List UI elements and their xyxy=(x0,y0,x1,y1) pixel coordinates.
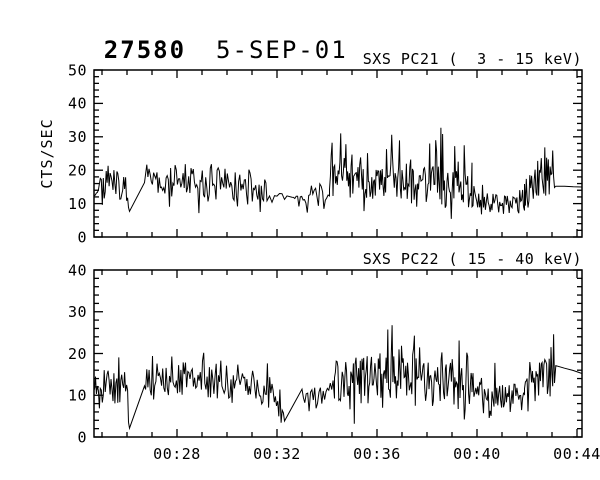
y-axis-label: CTS/SEC xyxy=(38,118,56,188)
y-tick-label: 0 xyxy=(77,228,87,246)
x-axis-ticks xyxy=(101,70,578,237)
panel-0: 0 10 20 30 40 50 xyxy=(68,61,583,246)
y-axis-ticks: 0 10 20 30 40 50 xyxy=(68,61,582,246)
plot-frame xyxy=(93,269,583,438)
x-tick-label: 00:36 xyxy=(353,445,401,463)
y-tick-label: 40 xyxy=(68,261,87,279)
lightcurve-trace xyxy=(94,325,583,431)
x-tick-label: 00:44 xyxy=(553,445,600,463)
y-tick-label: 30 xyxy=(68,303,87,321)
y-tick-label: 0 xyxy=(77,428,87,446)
x-tick-label: 00:32 xyxy=(253,445,301,463)
y-tick-label: 40 xyxy=(68,95,87,113)
y-tick-label: 30 xyxy=(68,128,87,146)
observation-header: 27580 5-SEP-01 xyxy=(38,8,348,92)
observation-id: 27580 xyxy=(103,36,187,64)
x-axis-ticks xyxy=(101,270,578,437)
x-tick-label: 00:40 xyxy=(453,445,501,463)
y-tick-label: 20 xyxy=(68,161,87,179)
plot-frame xyxy=(93,69,583,238)
y-tick-label: 50 xyxy=(68,61,87,79)
observation-date: 5-SEP-01 xyxy=(216,36,348,64)
y-axis-ticks: 0 10 20 30 40 xyxy=(68,261,582,446)
chart-layer: 0 10 20 30 40 50 0 10 20 30 40 00:28 00:32 00:36 00:40… xyxy=(68,61,600,463)
panel-title-pc22: SXS PC22 ( 15 - 40 keV) xyxy=(362,250,582,268)
x-tick-label: 00:28 xyxy=(153,445,201,463)
y-tick-label: 10 xyxy=(68,387,87,405)
y-tick-label: 10 xyxy=(68,195,87,213)
panel-1: 0 10 20 30 40 00:28 00:32 00:36 00:40 00:44 xyxy=(68,261,600,463)
panel-title-pc21: SXS PC21 ( 3 - 15 keV) xyxy=(362,50,582,68)
lightcurve-trace xyxy=(94,127,583,219)
y-tick-label: 20 xyxy=(68,345,87,363)
